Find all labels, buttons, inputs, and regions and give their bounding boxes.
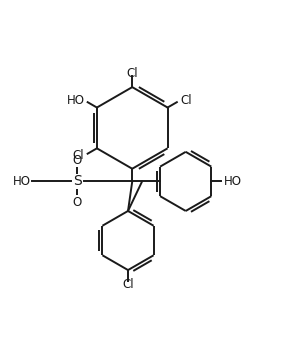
Text: HO: HO xyxy=(223,175,241,188)
Text: O: O xyxy=(73,154,82,167)
Text: Cl: Cl xyxy=(73,149,84,162)
Text: S: S xyxy=(73,174,82,188)
Text: HO: HO xyxy=(67,94,85,107)
Text: O: O xyxy=(73,196,82,209)
Text: Cl: Cl xyxy=(180,94,192,107)
Text: Cl: Cl xyxy=(127,67,138,80)
Text: Cl: Cl xyxy=(122,278,134,291)
Text: HO: HO xyxy=(13,175,31,188)
